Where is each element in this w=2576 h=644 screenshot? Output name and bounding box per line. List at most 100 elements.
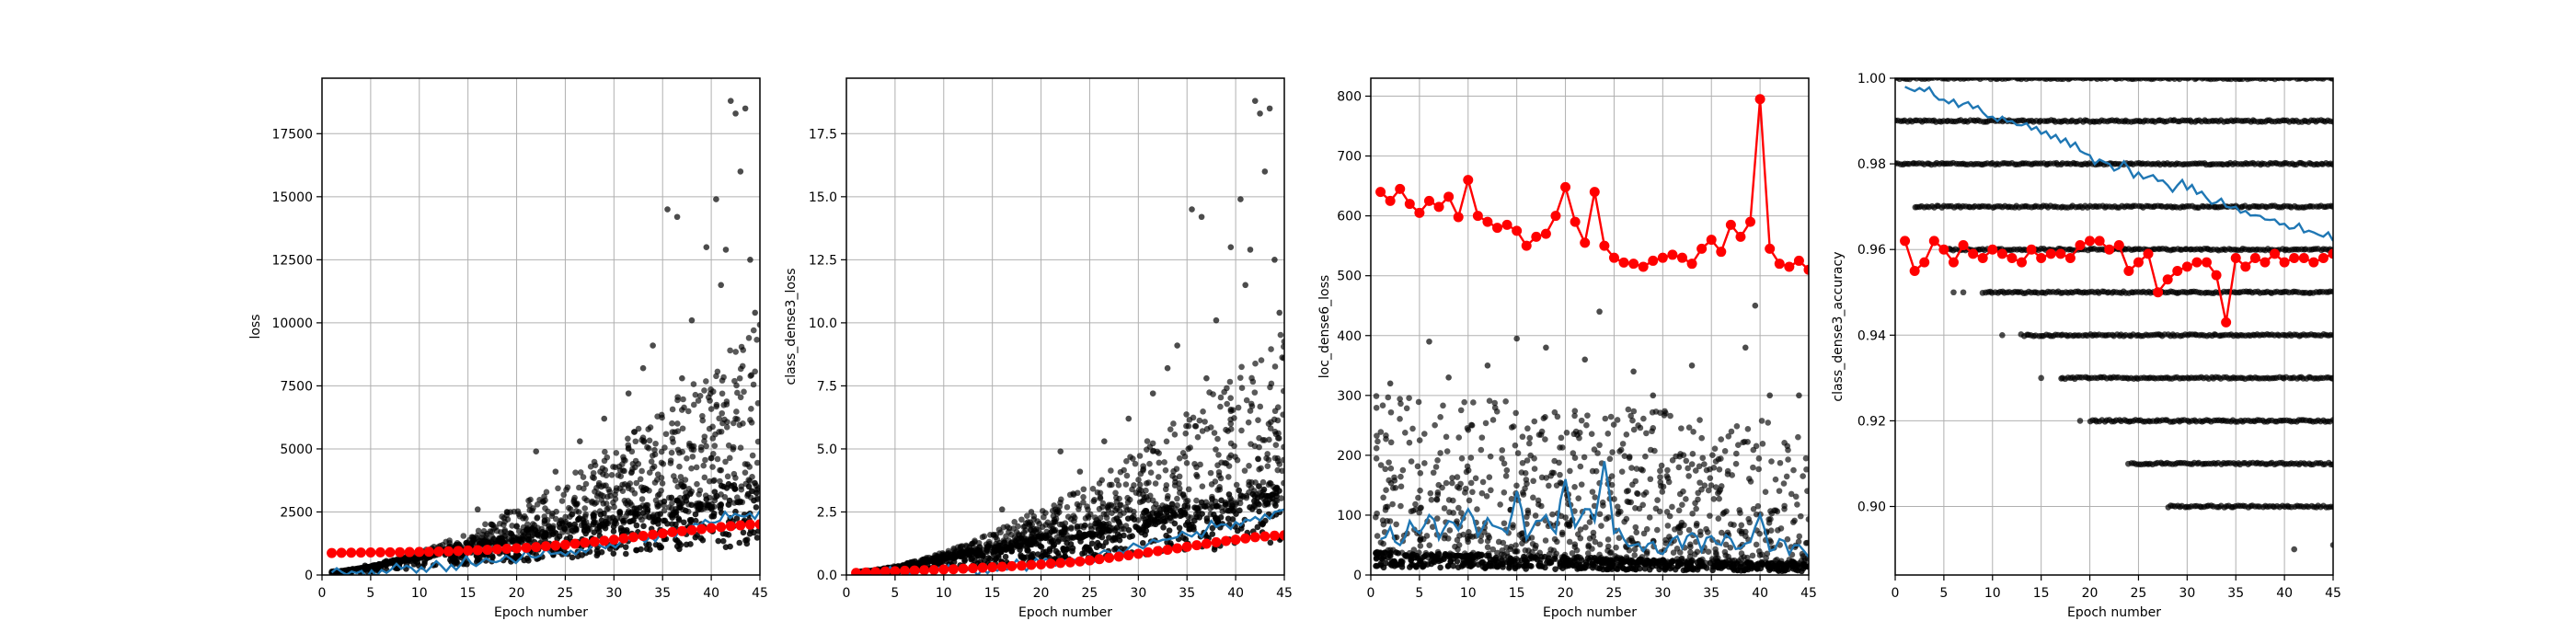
series-marker: [1774, 259, 1785, 270]
scatter-point: [722, 544, 730, 550]
scatter-point: [1802, 454, 1809, 462]
scatter-point: [679, 425, 686, 432]
scatter-point: [1764, 550, 1771, 558]
series-marker: [1453, 212, 1464, 223]
scatter-point: [1486, 474, 1493, 480]
scatter-point: [570, 497, 578, 503]
scatter-point: [1786, 561, 1793, 569]
scatter-point: [1272, 502, 1279, 509]
scatter-point: [1147, 469, 1155, 477]
scatter-point: [1553, 482, 1560, 489]
scatter-point: [1685, 424, 1693, 431]
scatter-point: [543, 489, 550, 496]
scatter-point: [1160, 524, 1167, 531]
scatter-point: [669, 420, 675, 427]
scatter-point: [529, 532, 536, 538]
scatter-point: [1455, 434, 1463, 441]
scatter-point: [1566, 538, 1573, 546]
scatter-point: [1243, 494, 1250, 501]
scatter-point: [616, 511, 624, 517]
scatter-point: [1373, 549, 1379, 557]
scatter-point: [1629, 417, 1636, 424]
scatter-point: [1724, 467, 1731, 475]
scatter-point: [1776, 488, 1783, 494]
scatter-point: [1408, 561, 1415, 569]
scatter-point: [1382, 466, 1389, 473]
scatter-point: [1437, 450, 1443, 456]
scatter-point: [1415, 398, 1422, 406]
scatter-point: [1402, 552, 1409, 558]
scatter-point: [963, 543, 971, 550]
scatter-point: [1257, 403, 1264, 410]
scatter-point: [1692, 467, 1699, 474]
scatter-point: [1784, 535, 1791, 543]
scatter-point: [1437, 414, 1443, 420]
scatter-point: [1215, 468, 1223, 476]
scatter-point: [536, 496, 543, 503]
scatter-point: [1129, 486, 1135, 493]
scatter-point: [1614, 417, 1621, 423]
series-marker: [627, 532, 638, 543]
scatter-point: [1455, 504, 1462, 512]
scatter-point: [1767, 516, 1774, 523]
scatter-point: [1767, 508, 1774, 514]
scatter-point: [633, 522, 640, 529]
scatter-point: [1046, 546, 1053, 553]
scatter-point: [572, 527, 580, 534]
scatter-point: [690, 381, 697, 387]
scatter-point: [632, 457, 639, 465]
series-marker: [385, 546, 396, 558]
scatter-point: [696, 393, 704, 399]
scatter-point: [501, 533, 509, 539]
series-marker: [667, 526, 678, 537]
scatter-point: [602, 524, 609, 532]
scatter-point: [711, 477, 718, 484]
scatter-point: [1750, 505, 1757, 512]
scatter-point: [1136, 481, 1144, 489]
scatter-point: [1776, 559, 1783, 567]
scatter-point: [674, 428, 682, 435]
scatter-point: [1547, 472, 1554, 479]
scatter-point: [1267, 480, 1274, 487]
scatter-point: [1646, 514, 1653, 521]
scatter-point: [1474, 506, 1480, 512]
scatter-point: [730, 443, 737, 451]
scatter-point: [607, 492, 614, 500]
scatter-point: [719, 409, 726, 417]
scatter-point: [1124, 499, 1132, 506]
scatter-point: [1606, 564, 1613, 571]
scatter-point: [604, 520, 610, 527]
scatter-point: [592, 462, 599, 468]
scatter-point: [640, 523, 647, 530]
series-marker: [374, 546, 385, 558]
scatter-point: [1641, 565, 1649, 572]
scatter-point: [619, 467, 627, 474]
scatter-point: [368, 564, 375, 571]
series-marker: [443, 546, 454, 557]
scatter-point: [581, 505, 589, 512]
scatter-point: [1652, 505, 1660, 512]
scatter-point: [1450, 510, 1456, 516]
scatter-point: [1512, 565, 1519, 572]
series-marker: [1172, 543, 1183, 554]
scatter-point: [1790, 466, 1797, 474]
scatter-point: [1434, 456, 1441, 464]
scatter-point: [669, 521, 675, 527]
scatter-point: [1497, 501, 1503, 508]
scatter-point: [677, 474, 684, 480]
scatter-point: [1795, 433, 1801, 441]
scatter-point: [1502, 473, 1510, 479]
series-marker: [638, 531, 649, 542]
scatter-point: [1110, 535, 1118, 541]
scatter-point: [1698, 434, 1706, 442]
scatter-point: [546, 525, 554, 532]
scatter-point: [1755, 455, 1763, 462]
scatter-point: [1433, 515, 1441, 522]
scatter-point: [1613, 544, 1619, 551]
y-tick-label: 5.0: [817, 443, 837, 457]
series-marker: [1667, 249, 1678, 260]
scatter-point: [1115, 481, 1122, 489]
series-marker: [909, 565, 920, 575]
scatter-point: [1633, 466, 1640, 472]
scatter-point: [1256, 443, 1262, 451]
